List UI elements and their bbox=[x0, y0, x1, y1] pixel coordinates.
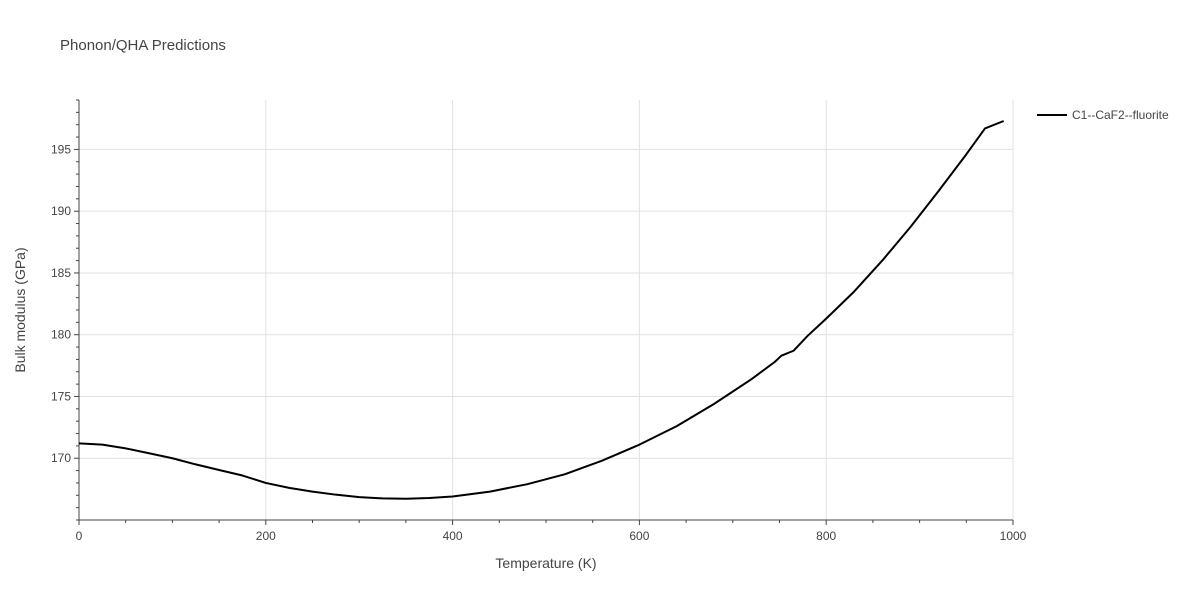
ticks: 0 200 400 600 800 1000 170 175 180 185 190 195 bbox=[51, 99, 1027, 543]
grid bbox=[79, 100, 1014, 520]
x-tick-label: 0 bbox=[76, 529, 83, 543]
y-tick-label: 170 bbox=[51, 451, 71, 465]
y-tick-label: 185 bbox=[51, 266, 71, 280]
x-tick-label: 200 bbox=[256, 529, 276, 543]
legend-label: C1--CaF2--fluorite bbox=[1072, 108, 1169, 122]
chart-title: Phonon/QHA Predictions bbox=[60, 37, 226, 54]
x-tick-label: 600 bbox=[629, 529, 649, 543]
legend[interactable]: C1--CaF2--fluorite bbox=[1037, 108, 1169, 122]
y-tick-label: 180 bbox=[51, 328, 71, 342]
x-axis-title: Temperature (K) bbox=[495, 555, 596, 571]
x-tick-label: 800 bbox=[816, 529, 836, 543]
axes bbox=[78, 100, 1013, 521]
series-layer bbox=[78, 120, 1005, 500]
y-axis-title: Bulk modulus (GPa) bbox=[12, 247, 28, 372]
y-tick-label: 190 bbox=[51, 204, 71, 218]
x-tick-label: 400 bbox=[443, 529, 463, 543]
y-tick-label: 195 bbox=[51, 142, 71, 156]
y-tick-label: 175 bbox=[51, 389, 71, 403]
x-tick-label: 1000 bbox=[1000, 529, 1027, 543]
series-line bbox=[78, 120, 1005, 500]
